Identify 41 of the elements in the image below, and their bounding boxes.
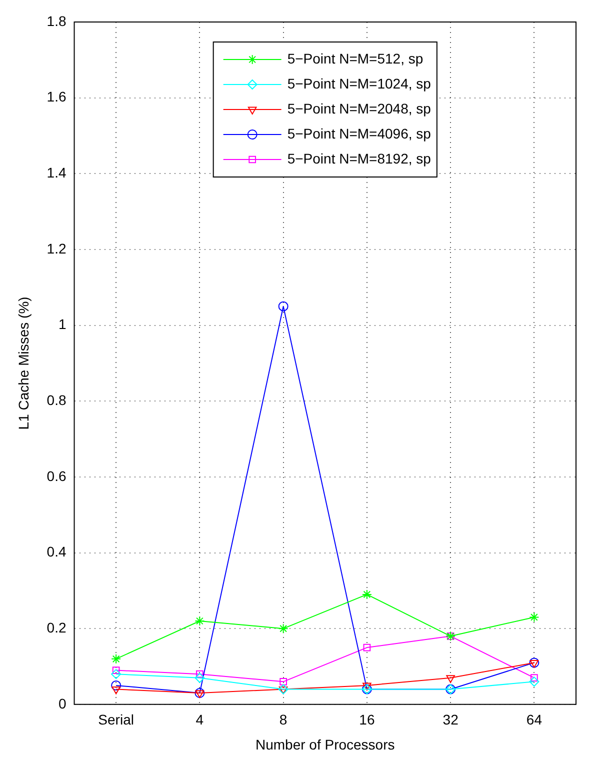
y-tick-label: 1.2 (46, 240, 66, 256)
legend-label: 5−Point N=M=512, sp (287, 50, 424, 66)
y-tick-label: 0.8 (46, 392, 66, 408)
y-tick-label: 0.4 (46, 544, 66, 560)
point (278, 301, 288, 312)
point (196, 670, 204, 678)
y-tick-label: 1.6 (46, 88, 66, 105)
point (363, 644, 371, 652)
y-tick-label: 0.2 (46, 619, 66, 636)
y-tick-label: 1.4 (46, 164, 66, 181)
point (362, 682, 372, 690)
legend-label: 5−Point N=M=2048, sp (287, 100, 432, 116)
x-tick-label: 8 (279, 712, 288, 728)
x-tick-label: 64 (526, 712, 542, 728)
y-tick-label: 1.8 (46, 12, 66, 29)
x-tick-label: 32 (442, 712, 459, 728)
point (111, 654, 122, 664)
point (111, 680, 122, 690)
point (194, 672, 205, 683)
point (112, 666, 120, 674)
point (446, 675, 455, 683)
y-tick-label: 1 (58, 316, 66, 332)
point (530, 674, 538, 682)
x-tick-label: 4 (196, 712, 204, 728)
legend-label: 5−Point N=M=1024, sp (287, 75, 432, 92)
legend-label: 5−Point N=M=8192, sp (287, 150, 432, 166)
point (111, 669, 122, 680)
point (529, 676, 540, 687)
y-axis-title: L1 Cache Misses (%) (15, 296, 32, 430)
point (278, 624, 288, 634)
legend-label: 5−Point N=M=4096, sp (287, 125, 432, 142)
point (112, 686, 120, 694)
y-tick-label: 0 (58, 695, 66, 712)
point (529, 612, 540, 622)
x-axis-title: Number of Processors (255, 736, 395, 752)
x-tick-label: Serial (98, 712, 134, 728)
point (362, 589, 372, 600)
x-tick-label: 16 (359, 712, 375, 728)
point (280, 678, 287, 686)
y-tick-label: 0.6 (46, 468, 66, 484)
point (194, 616, 205, 626)
